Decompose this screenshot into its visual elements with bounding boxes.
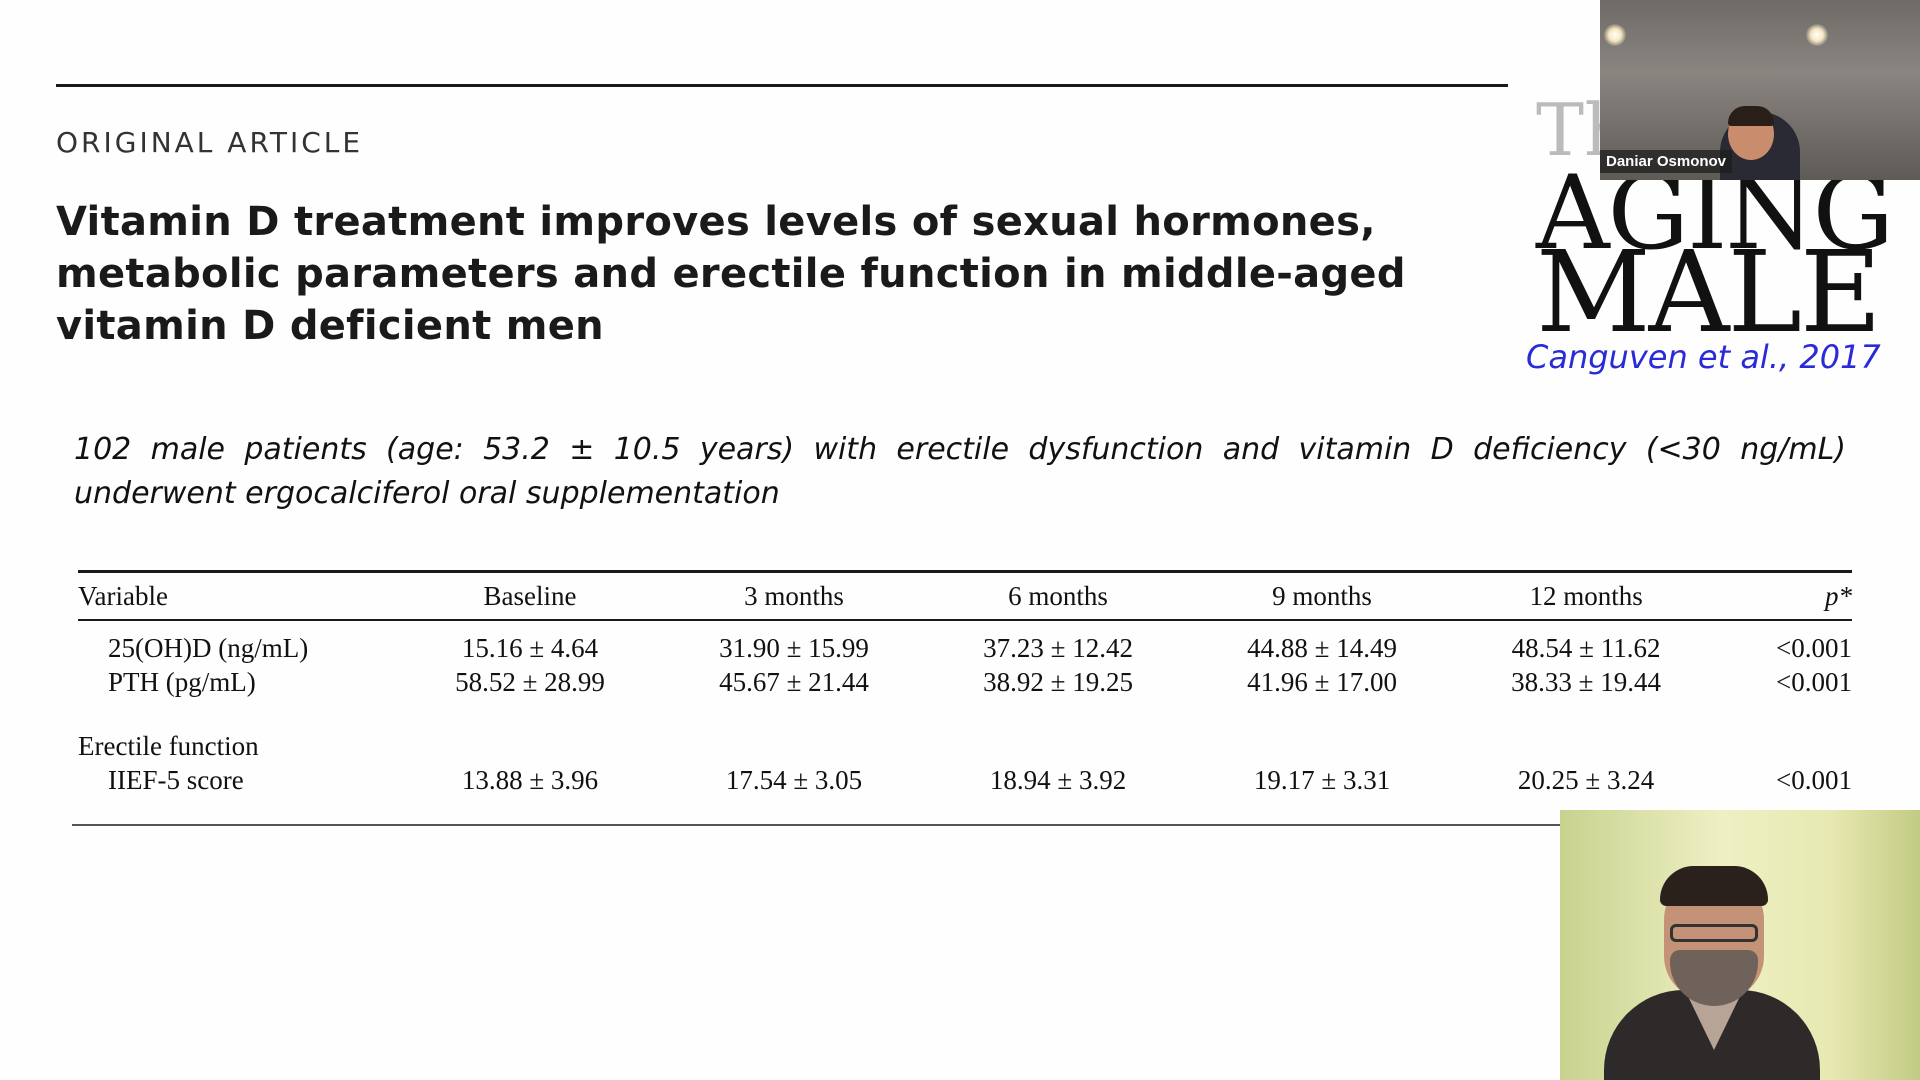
participant-hair xyxy=(1728,106,1774,126)
ceiling-light xyxy=(1604,24,1626,46)
article-title: Vitamin D treatment improves levels of s… xyxy=(56,199,1406,349)
header-9-months: 9 months xyxy=(1272,580,1372,611)
table-header-rule xyxy=(78,619,1852,621)
table-row: 25(OH)D (ng/mL) 15.16 ± 4.64 31.90 ± 15.… xyxy=(78,631,1852,665)
cell-p-value: <0.001 xyxy=(1776,666,1852,697)
table-bottom-rule xyxy=(72,824,1562,826)
header-baseline: Baseline xyxy=(483,580,577,611)
journal-logo-male: MALE xyxy=(1536,228,1882,358)
cell-value: 15.16 ± 4.64 xyxy=(461,632,599,663)
table-header-row: Variable Baseline 3 months 6 months 9 mo… xyxy=(78,573,1852,619)
row-variable: IIEF-5 score xyxy=(108,764,244,795)
speaker-video-tile[interactable] xyxy=(1560,810,1920,1080)
citation-text: Canguven et al., 2017 xyxy=(1526,338,1881,376)
cell-p-value: <0.001 xyxy=(1776,764,1852,795)
cell-value: 20.25 ± 3.24 xyxy=(1517,764,1655,795)
header-3-months: 3 months xyxy=(744,580,844,611)
cell-value: 58.52 ± 28.99 xyxy=(455,666,605,697)
cell-value: 18.94 ± 3.92 xyxy=(989,764,1127,795)
cell-value: 48.54 ± 11.62 xyxy=(1511,632,1661,663)
cell-value: 38.92 ± 19.25 xyxy=(983,666,1133,697)
ceiling-light xyxy=(1806,24,1828,46)
cell-value: 31.90 ± 15.99 xyxy=(719,632,869,663)
header-6-months: 6 months xyxy=(1008,580,1108,611)
header-p-value: p* xyxy=(1825,580,1852,611)
cell-value: 19.17 ± 3.31 xyxy=(1253,764,1391,795)
cell-value: 38.33 ± 19.44 xyxy=(1511,666,1661,697)
speaker-glasses xyxy=(1670,924,1758,942)
cell-value: 45.67 ± 21.44 xyxy=(719,666,869,697)
row-variable: PTH (pg/mL) xyxy=(108,666,256,697)
speaker-hair xyxy=(1660,866,1768,906)
cell-value: 37.23 ± 12.42 xyxy=(983,632,1133,663)
cell-p-value: <0.001 xyxy=(1776,632,1852,663)
group-label: Erectile function xyxy=(78,730,259,761)
table-group-row: Erectile function xyxy=(78,729,1852,763)
header-12-months: 12 months xyxy=(1529,580,1643,611)
table-top-rule xyxy=(78,570,1852,573)
cell-value: 13.88 ± 3.96 xyxy=(461,764,599,795)
header-variable: Variable xyxy=(78,580,168,611)
cell-value: 17.54 ± 3.05 xyxy=(725,764,863,795)
row-variable: 25(OH)D (ng/mL) xyxy=(108,632,309,663)
article-type-label: ORIGINAL ARTICLE xyxy=(56,126,364,159)
header-divider xyxy=(56,84,1508,87)
cell-value: 41.96 ± 17.00 xyxy=(1247,666,1397,697)
participant-name-label: Daniar Osmonov xyxy=(1600,150,1733,173)
study-summary: 102 male patients (age: 53.2 ± 10.5 year… xyxy=(74,432,1846,511)
table-row: PTH (pg/mL) 58.52 ± 28.99 45.67 ± 21.44 … xyxy=(78,665,1852,699)
participant-video-tile[interactable]: Daniar Osmonov xyxy=(1600,0,1920,180)
cell-value: 44.88 ± 14.49 xyxy=(1247,632,1397,663)
table-row: IIEF-5 score 13.88 ± 3.96 17.54 ± 3.05 1… xyxy=(78,763,1852,797)
results-table: Variable Baseline 3 months 6 months 9 mo… xyxy=(78,573,1852,797)
results-table-container: Variable Baseline 3 months 6 months 9 mo… xyxy=(78,570,1852,797)
